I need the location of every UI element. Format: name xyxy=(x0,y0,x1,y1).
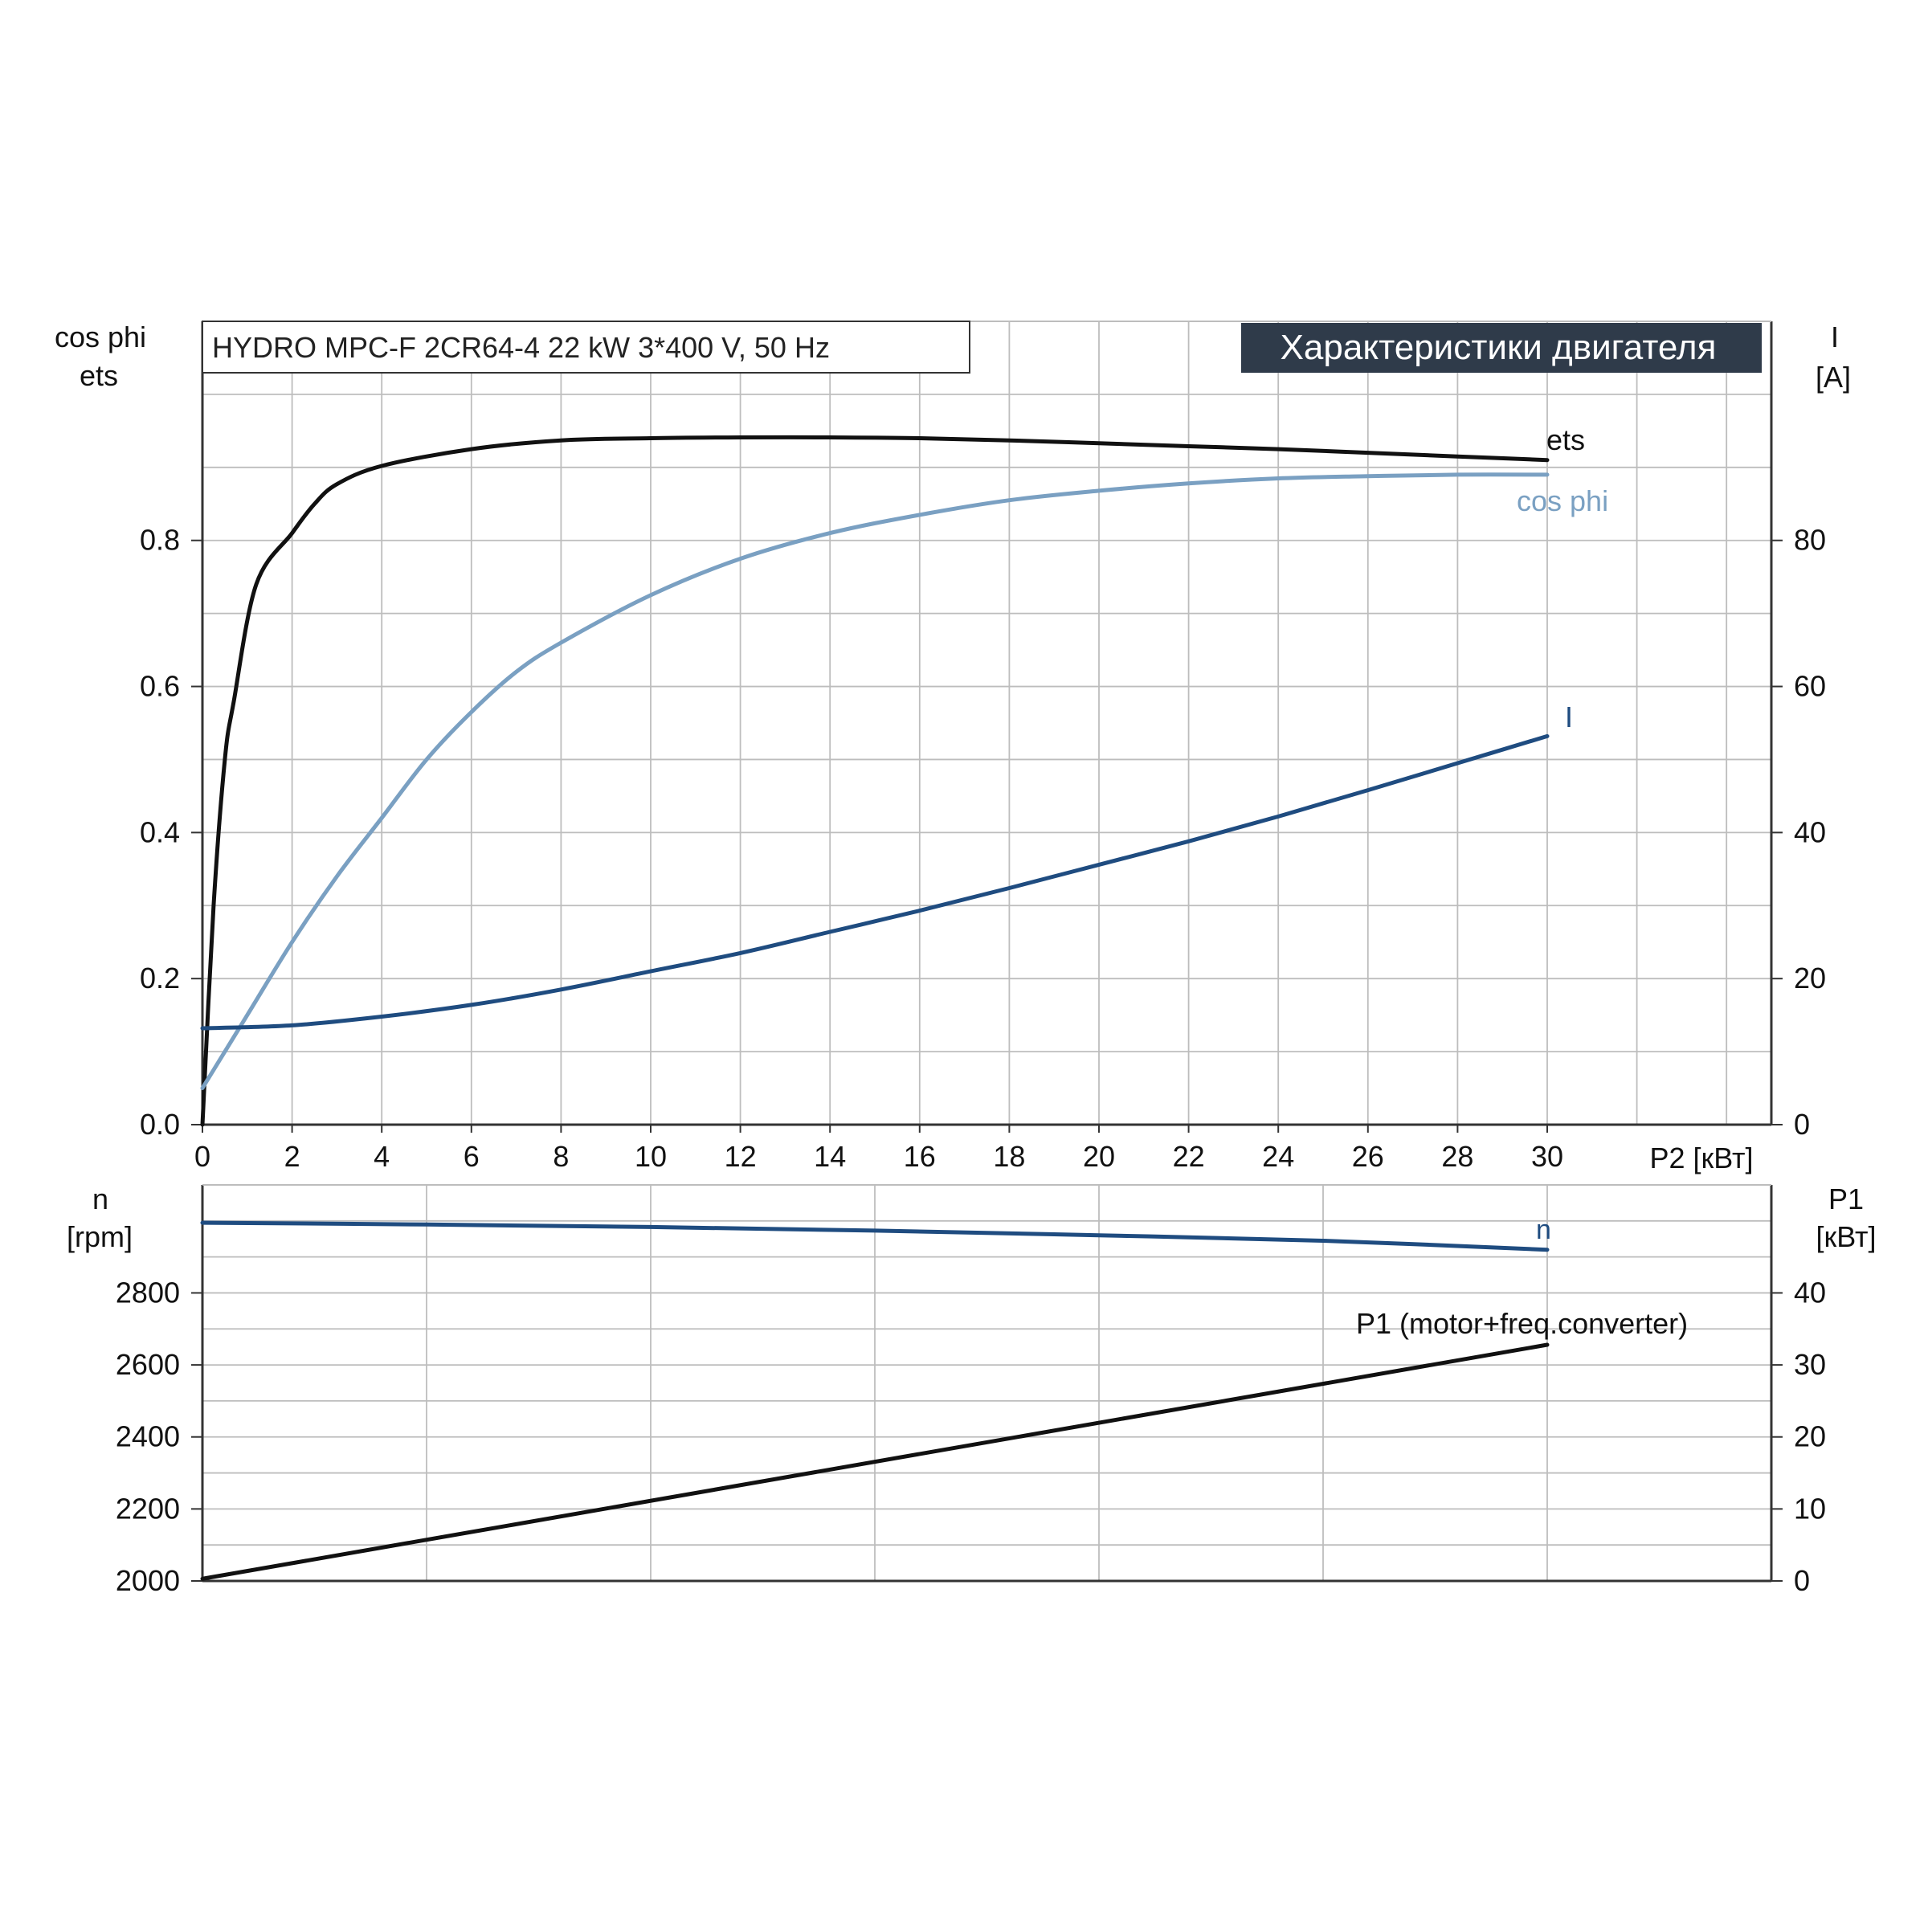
top-plot-axes: 0 2 4 6 8 10 12 14 16 18 20 22 24 26 28 300.00.20.40.60… xyxy=(140,321,1826,1173)
x-tick-label: 4 xyxy=(374,1140,390,1173)
bottom-right-tick-label: 0 xyxy=(1794,1564,1810,1597)
x-tick-label: 0 xyxy=(194,1140,210,1173)
series-line-speed xyxy=(200,1220,1550,1252)
top-left-tick-label: 0.4 xyxy=(140,815,180,848)
bottom-right-tick-label: 40 xyxy=(1794,1276,1826,1309)
series-label-ets: ets xyxy=(1546,423,1585,456)
bottom-left-tick-label: 2000 xyxy=(116,1564,180,1597)
top-left-tick-label: 0.6 xyxy=(140,670,180,703)
left-axis-title-cosphi: cos phi xyxy=(55,321,146,353)
bottom-right-axis-unit-power: [кВт] xyxy=(1816,1220,1876,1253)
bottom-left-tick-label: 2400 xyxy=(116,1420,180,1453)
x-tick-label: 16 xyxy=(904,1140,936,1173)
top-right-tick-label: 20 xyxy=(1794,962,1826,995)
left-axis-title-ets: ets xyxy=(80,359,118,392)
x-tick-label: 14 xyxy=(814,1140,846,1173)
bottom-left-tick-label: 2200 xyxy=(116,1492,180,1525)
x-tick-label: 2 xyxy=(284,1140,300,1173)
x-tick-label: 22 xyxy=(1173,1140,1205,1173)
x-tick-label: 28 xyxy=(1441,1140,1473,1173)
series-label-cosphi: cos phi xyxy=(1517,484,1608,517)
x-tick-label: 12 xyxy=(725,1140,757,1173)
x-tick-label: 20 xyxy=(1083,1140,1115,1173)
series-line-ets xyxy=(200,435,1550,1127)
section-title-box xyxy=(1241,323,1762,373)
model-info-text: HYDRO MPC-F 2CR64-4 22 kW 3*400 V, 50 Hz xyxy=(212,331,830,364)
x-tick-label: 30 xyxy=(1531,1140,1563,1173)
bottom-left-axis-title-speed: n xyxy=(92,1182,108,1215)
bottom-right-tick-label: 20 xyxy=(1794,1420,1826,1453)
x-axis-title: P2 [кВт] xyxy=(1649,1142,1753,1174)
top-plot-grid xyxy=(202,321,1771,1125)
x-tick-label: 6 xyxy=(464,1140,480,1173)
top-right-tick-label: 60 xyxy=(1794,670,1826,703)
bottom-left-tick-label: 2600 xyxy=(116,1348,180,1381)
right-axis-unit-current: [A] xyxy=(1816,361,1851,394)
bottom-left-axis-unit-speed: [rpm] xyxy=(67,1220,133,1253)
series-label-p1: P1 (motor+freq.converter) xyxy=(1356,1307,1688,1340)
series-line-current xyxy=(200,733,1550,1031)
series-line-p1 xyxy=(200,1342,1550,1581)
top-left-tick-label: 0.2 xyxy=(140,962,180,995)
top-right-tick-label: 40 xyxy=(1794,815,1826,848)
model-info-box xyxy=(202,321,970,374)
right-axis-title-current: I xyxy=(1831,321,1839,353)
bottom-left-tick-label: 2800 xyxy=(116,1276,180,1309)
bottom-plot-axes: 2000 2200 2400 2600 2800 0 10 20 30 40 xyxy=(116,1184,1826,1597)
top-left-tick-label: 0.0 xyxy=(140,1108,180,1141)
x-tick-label: 18 xyxy=(993,1140,1025,1173)
top-right-tick-label: 0 xyxy=(1794,1108,1810,1141)
x-tick-label: 24 xyxy=(1262,1140,1294,1173)
bottom-right-tick-label: 30 xyxy=(1794,1348,1826,1381)
x-tick-label: 10 xyxy=(635,1140,667,1173)
top-right-tick-label: 80 xyxy=(1794,524,1826,557)
series-line-cosphi xyxy=(200,472,1550,1090)
series-label-speed: n xyxy=(1536,1215,1551,1245)
x-tick-label: 8 xyxy=(553,1140,569,1173)
x-tick-label: 26 xyxy=(1352,1140,1384,1173)
bottom-right-tick-label: 10 xyxy=(1794,1492,1826,1525)
series-label-current: I xyxy=(1565,701,1573,733)
section-title: Характеристики двигателя xyxy=(1281,328,1717,367)
top-left-tick-label: 0.8 xyxy=(140,524,180,557)
bottom-right-axis-title-power: P1 xyxy=(1828,1182,1864,1215)
